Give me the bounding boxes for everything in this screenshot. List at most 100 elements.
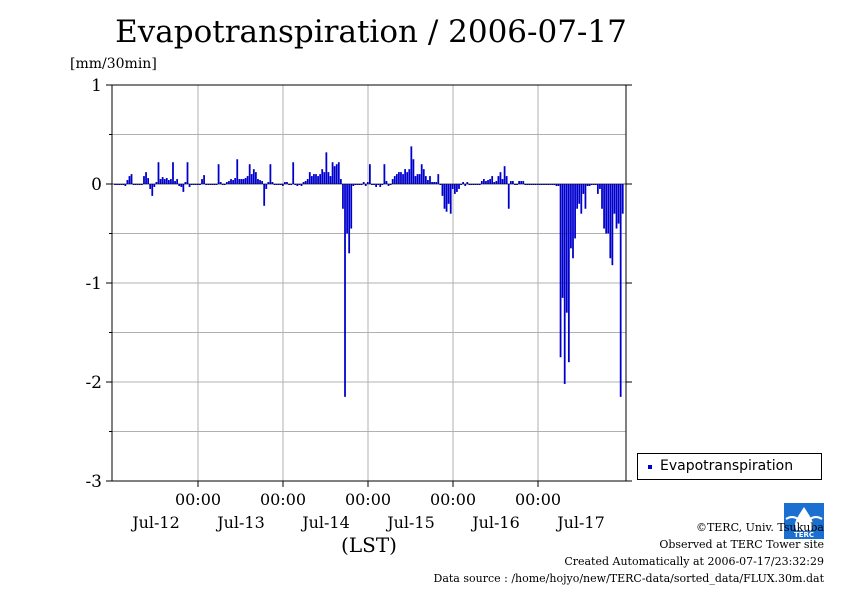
- bar: [617, 184, 620, 224]
- bar: [240, 179, 243, 184]
- bar: [599, 184, 601, 189]
- bar: [416, 174, 419, 184]
- bar: [277, 184, 280, 185]
- bar: [596, 184, 599, 194]
- bar: [592, 184, 595, 185]
- bar: [279, 184, 282, 185]
- bar: [163, 179, 166, 184]
- bar: [470, 184, 473, 185]
- bar: [464, 184, 467, 186]
- bar: [580, 184, 583, 214]
- y-tick-label: -3: [85, 472, 102, 492]
- bar: [389, 184, 392, 185]
- bar: [545, 184, 547, 185]
- x-tick-label-time: 00:00: [345, 490, 391, 509]
- bar: [371, 184, 373, 185]
- bar: [114, 184, 116, 185]
- bar: [205, 184, 208, 185]
- bar: [234, 178, 237, 184]
- bar: [468, 184, 471, 185]
- bar: [225, 182, 228, 184]
- bar: [284, 182, 286, 184]
- bar: [462, 182, 465, 184]
- bar: [296, 184, 299, 186]
- bar: [499, 172, 502, 184]
- bar: [333, 166, 336, 184]
- bar: [582, 184, 585, 194]
- bar: [313, 174, 315, 184]
- bar: [271, 182, 274, 184]
- bar: [238, 179, 241, 184]
- bar: [485, 181, 487, 184]
- bar: [317, 176, 319, 184]
- bar: [250, 174, 253, 184]
- bar: [412, 159, 415, 184]
- bar: [369, 164, 371, 184]
- x-tick-label-time: 00:00: [430, 490, 476, 509]
- bar: [344, 184, 346, 397]
- bar: [217, 164, 220, 184]
- bar: [364, 184, 367, 186]
- bar: [460, 184, 462, 185]
- bar: [366, 182, 369, 184]
- bar: [541, 184, 543, 185]
- bar: [327, 172, 330, 184]
- bar: [157, 162, 160, 184]
- bar: [120, 184, 123, 185]
- bar: [130, 174, 133, 184]
- bar: [447, 184, 450, 204]
- bar: [360, 184, 363, 185]
- bar: [178, 184, 181, 186]
- bar: [404, 169, 407, 184]
- bar: [116, 184, 118, 185]
- bar: [149, 184, 152, 189]
- bar: [557, 184, 560, 186]
- bar: [408, 169, 411, 184]
- bar: [524, 184, 527, 185]
- x-tick-label-date: Jul-15: [385, 513, 435, 532]
- credit-source: Data source : /home/hojyo/new/TERC-data/…: [433, 572, 825, 585]
- bar: [288, 184, 290, 185]
- bar: [495, 181, 498, 184]
- bar: [354, 184, 357, 185]
- bar: [549, 184, 552, 185]
- bar: [619, 184, 622, 397]
- bar: [151, 184, 154, 196]
- y-axis-unit-label: [mm/30min]: [70, 56, 157, 72]
- bar: [138, 184, 141, 185]
- bar: [431, 182, 433, 184]
- bar: [607, 184, 610, 234]
- bar: [576, 184, 579, 209]
- bar: [402, 174, 404, 184]
- bar: [594, 184, 597, 185]
- bar: [230, 179, 232, 184]
- bar: [445, 184, 448, 212]
- bar: [381, 184, 384, 185]
- bar: [159, 179, 162, 184]
- bar: [136, 184, 139, 185]
- bar: [339, 179, 342, 184]
- bar: [167, 180, 170, 184]
- terc-logo-icon: TERC: [784, 503, 824, 539]
- bar: [219, 182, 222, 184]
- bar: [147, 178, 150, 184]
- x-tick-label-time: 00:00: [515, 490, 561, 509]
- bar: [491, 176, 494, 184]
- bar: [346, 184, 348, 234]
- bar: [273, 184, 276, 185]
- bar: [429, 176, 431, 184]
- bar: [315, 174, 317, 184]
- bar: [532, 184, 535, 185]
- bar: [534, 184, 537, 185]
- bar: [501, 179, 504, 184]
- bar: [373, 184, 375, 185]
- bar: [458, 184, 460, 189]
- credit-created: Created Automatically at 2006-07-17/23:3…: [564, 555, 824, 568]
- bar: [298, 184, 301, 185]
- bar: [615, 184, 618, 229]
- logo-wave-shape: [785, 516, 823, 522]
- bar: [538, 184, 541, 185]
- bar: [275, 184, 278, 185]
- bar: [267, 182, 270, 184]
